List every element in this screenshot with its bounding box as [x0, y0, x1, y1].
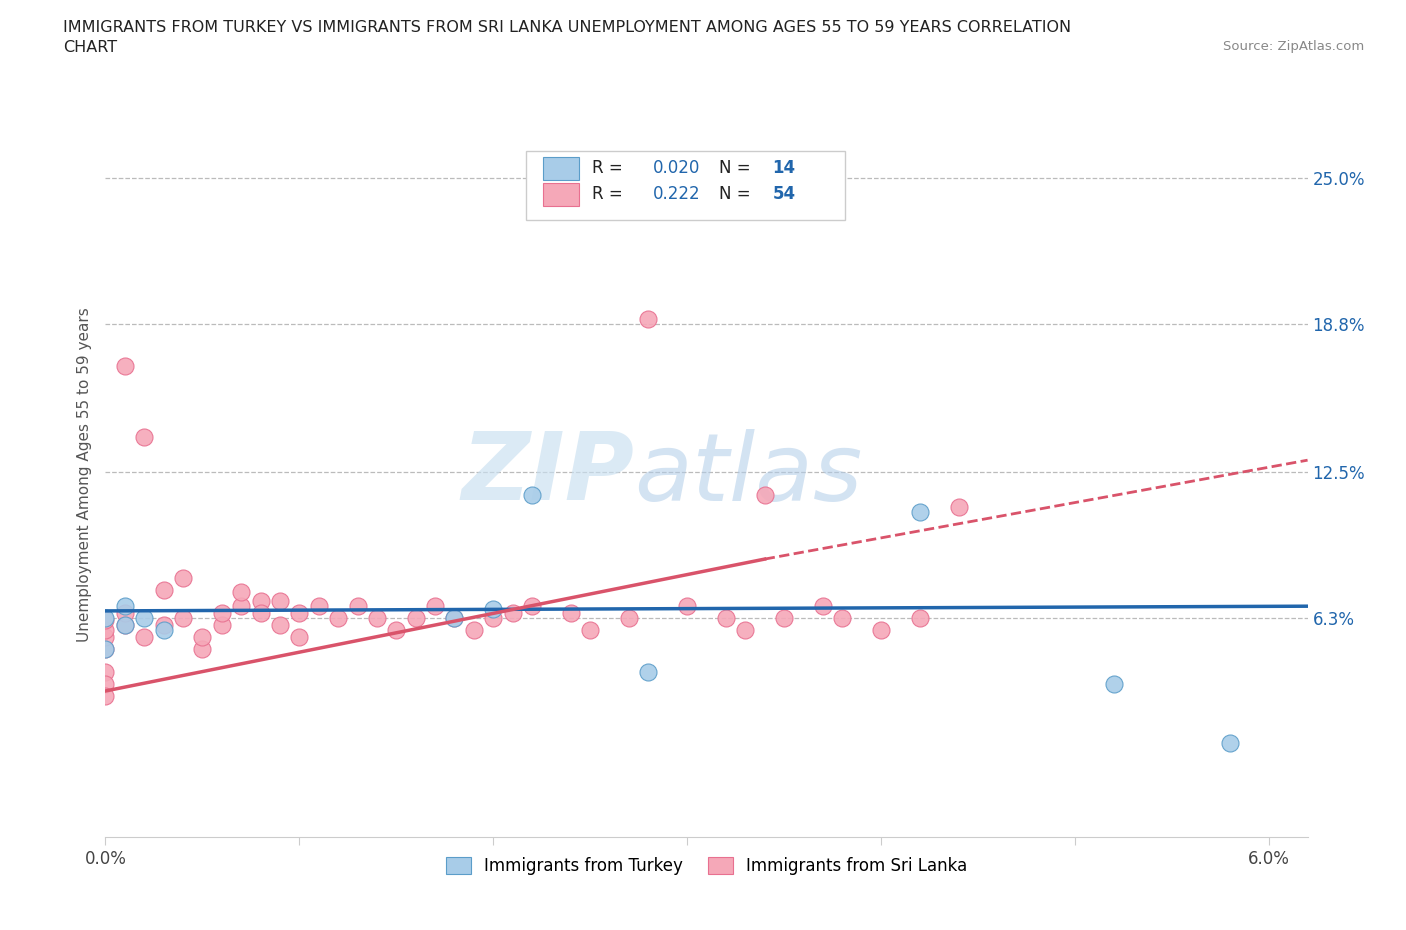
- Point: [134, 429, 156, 444]
- Point: [308, 599, 330, 614]
- Point: [94, 688, 117, 703]
- Text: 0.222: 0.222: [652, 185, 700, 204]
- Text: N =: N =: [718, 185, 755, 204]
- Point: [463, 622, 485, 637]
- Point: [1219, 736, 1241, 751]
- Point: [114, 618, 136, 632]
- Point: [676, 599, 699, 614]
- Point: [94, 613, 117, 628]
- Point: [94, 641, 117, 656]
- Point: [152, 622, 174, 637]
- Text: R =: R =: [592, 159, 628, 178]
- Point: [269, 618, 291, 632]
- Point: [502, 605, 524, 620]
- Point: [908, 610, 931, 625]
- Point: [94, 622, 117, 637]
- Text: 0.020: 0.020: [652, 159, 700, 178]
- Point: [482, 610, 505, 625]
- FancyBboxPatch shape: [543, 182, 579, 206]
- Point: [152, 618, 174, 632]
- Point: [346, 599, 368, 614]
- Point: [94, 610, 117, 625]
- Point: [114, 599, 136, 614]
- Y-axis label: Unemployment Among Ages 55 to 59 years: Unemployment Among Ages 55 to 59 years: [76, 307, 91, 642]
- Point: [231, 599, 253, 614]
- Point: [288, 630, 311, 644]
- Point: [443, 610, 465, 625]
- Point: [134, 610, 156, 625]
- Text: 54: 54: [773, 185, 796, 204]
- Point: [870, 622, 893, 637]
- Point: [423, 599, 446, 614]
- Text: N =: N =: [718, 159, 755, 178]
- Point: [443, 610, 465, 625]
- Point: [94, 676, 117, 691]
- Point: [114, 359, 136, 374]
- Point: [191, 630, 214, 644]
- Point: [94, 641, 117, 656]
- Point: [908, 505, 931, 520]
- Point: [134, 630, 156, 644]
- Point: [288, 605, 311, 620]
- Point: [637, 312, 659, 326]
- FancyBboxPatch shape: [543, 156, 579, 179]
- Point: [231, 585, 253, 600]
- Text: R =: R =: [592, 185, 628, 204]
- Point: [637, 665, 659, 680]
- Point: [579, 622, 602, 637]
- Point: [114, 618, 136, 632]
- Point: [773, 610, 796, 625]
- Point: [191, 641, 214, 656]
- Point: [211, 605, 233, 620]
- Point: [211, 618, 233, 632]
- Point: [734, 622, 756, 637]
- Text: CHART: CHART: [63, 40, 117, 55]
- Point: [366, 610, 388, 625]
- Text: atlas: atlas: [634, 429, 863, 520]
- Point: [714, 610, 737, 625]
- Point: [579, 175, 602, 190]
- Point: [520, 488, 543, 503]
- FancyBboxPatch shape: [526, 152, 845, 220]
- Point: [249, 594, 271, 609]
- Point: [560, 605, 582, 620]
- Point: [811, 599, 834, 614]
- Legend: Immigrants from Turkey, Immigrants from Sri Lanka: Immigrants from Turkey, Immigrants from …: [437, 848, 976, 884]
- Point: [249, 605, 271, 620]
- Point: [617, 610, 640, 625]
- Point: [948, 499, 970, 514]
- Text: IMMIGRANTS FROM TURKEY VS IMMIGRANTS FROM SRI LANKA UNEMPLOYMENT AMONG AGES 55 T: IMMIGRANTS FROM TURKEY VS IMMIGRANTS FRO…: [63, 20, 1071, 35]
- Point: [831, 610, 853, 625]
- Point: [326, 610, 349, 625]
- Point: [114, 605, 136, 620]
- Text: ZIP: ZIP: [461, 429, 634, 520]
- Text: 14: 14: [773, 159, 796, 178]
- Point: [405, 610, 427, 625]
- Point: [385, 622, 408, 637]
- Point: [172, 570, 194, 585]
- Point: [269, 594, 291, 609]
- Point: [152, 582, 174, 597]
- Point: [482, 601, 505, 616]
- Point: [1102, 676, 1125, 691]
- Point: [172, 610, 194, 625]
- Text: Source: ZipAtlas.com: Source: ZipAtlas.com: [1223, 40, 1364, 53]
- Point: [94, 630, 117, 644]
- Point: [520, 599, 543, 614]
- Point: [94, 665, 117, 680]
- Point: [754, 488, 776, 503]
